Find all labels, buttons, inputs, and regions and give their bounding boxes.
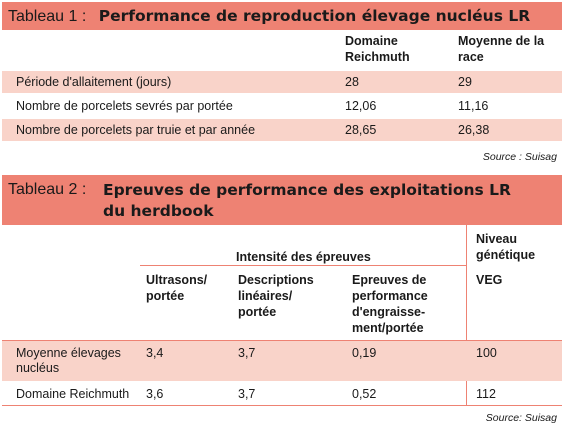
row-label: Nombre de porcelets par truie et par ann…	[16, 123, 256, 137]
bottom-rule	[2, 405, 562, 406]
table2-header: Tableau 2 : Epreuves de performance des …	[2, 175, 562, 225]
row-value-domaine: 28,65	[345, 123, 377, 137]
row-value-moyenne: 26,38	[458, 123, 490, 137]
table2-title: Epreuves de performance des exploitation…	[103, 181, 511, 220]
col-ultrasons: Ultrasons/ portée	[146, 273, 208, 303]
table1-col-moyenne: Moyenne de la race	[458, 34, 545, 64]
column-divider	[466, 225, 467, 406]
group-underline	[140, 265, 466, 266]
header-niveau-genetique: Niveau génétique	[476, 232, 536, 262]
col-veg: VEG	[476, 273, 503, 287]
col-epreuves: Epreuves de performance d'engraisse-ment…	[352, 273, 428, 335]
table2-row: Domaine Reichmuth 3,6 3,7 0,52 112	[2, 381, 562, 405]
table2-label: Tableau 2 :	[8, 181, 87, 198]
row-value-domaine: 28	[345, 75, 359, 89]
table1-col-domaine: Domaine Reichmuth	[345, 34, 410, 64]
row-value-moyenne: 29	[458, 75, 472, 89]
value-veg: 112	[476, 387, 496, 401]
value-epreuves: 0,52	[352, 387, 377, 401]
value-veg: 100	[476, 346, 497, 360]
value-ultrasons: 3,4	[146, 346, 164, 360]
header-rule	[2, 340, 562, 341]
row-label: Domaine Reichmuth	[16, 387, 130, 401]
value-descriptions: 3,7	[238, 387, 256, 401]
table1-header: Tableau 1 : Performance de reproduction …	[2, 2, 562, 30]
value-epreuves: 0,19	[352, 346, 377, 360]
row-label: Moyenne élevages nucléus	[16, 346, 121, 375]
row-value-moyenne: 11,16	[458, 99, 489, 113]
col-descriptions: Descriptions linéaires/ portée	[238, 273, 314, 319]
value-descriptions: 3,7	[238, 346, 256, 360]
table1-title: Performance de reproduction élevage nucl…	[98, 7, 531, 25]
row-label: Nombre de porcelets sevrés par portée	[16, 99, 233, 113]
table1-row: Nombre de porcelets par truie et par ann…	[2, 119, 562, 141]
table1-row: Période d'allaitement (jours) 28 29	[2, 71, 562, 93]
value-ultrasons: 3,6	[146, 387, 164, 401]
table1-row: Nombre de porcelets sevrés par portée 12…	[2, 95, 562, 117]
table1-source: Source : Suisag	[482, 151, 557, 163]
row-value-domaine: 12,06	[345, 99, 377, 113]
table2-row: Moyenne élevages nucléus 3,4 3,7 0,19 10…	[2, 341, 562, 381]
group-header-intensite: Intensité des épreuves	[236, 250, 371, 264]
table2-source: Source: Suisag	[485, 412, 557, 424]
table1-label: Tableau 1 :	[8, 8, 87, 25]
row-label: Période d'allaitement (jours)	[16, 75, 172, 89]
